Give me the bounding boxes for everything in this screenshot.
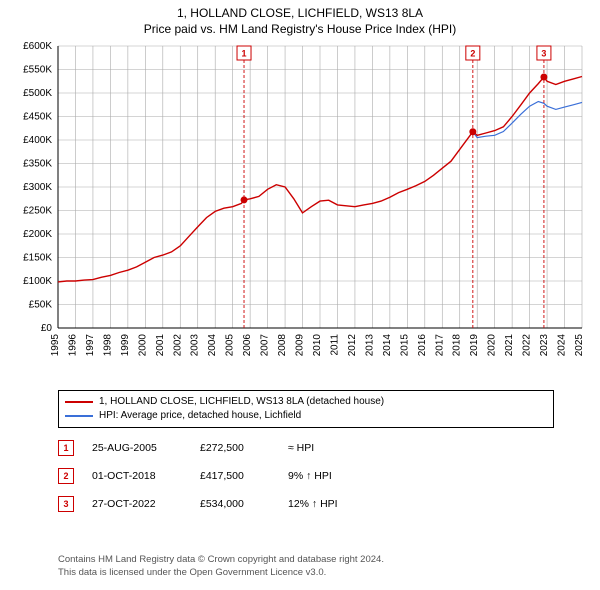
svg-text:1998: 1998	[102, 334, 113, 357]
svg-text:£600K: £600K	[23, 41, 52, 52]
svg-text:2021: 2021	[504, 334, 515, 357]
legend: 1, HOLLAND CLOSE, LICHFIELD, WS13 8LA (d…	[58, 390, 554, 428]
svg-text:2008: 2008	[277, 334, 288, 357]
svg-text:£100K: £100K	[23, 276, 52, 287]
svg-text:1995: 1995	[50, 334, 61, 357]
svg-text:1997: 1997	[85, 334, 96, 357]
svg-text:2010: 2010	[312, 334, 323, 357]
svg-text:2004: 2004	[207, 334, 218, 357]
legend-item: 1, HOLLAND CLOSE, LICHFIELD, WS13 8LA (d…	[65, 395, 547, 409]
price-chart: £0 £50K £100K £150K £200K £250K £300K £350K £400…	[10, 40, 590, 380]
svg-text:2007: 2007	[260, 334, 271, 357]
svg-text:2002: 2002	[172, 334, 183, 357]
svg-text:2019: 2019	[469, 334, 480, 357]
svg-text:£550K: £550K	[23, 65, 52, 76]
svg-text:2011: 2011	[329, 334, 340, 356]
page-subtitle: Price paid vs. HM Land Registry's House …	[0, 22, 600, 42]
footer-line-2: This data is licensed under the Open Gov…	[58, 567, 558, 580]
event-row: 3 27-OCT-2022 £534,000 12% ↑ HPI	[58, 490, 540, 518]
svg-text:£250K: £250K	[23, 206, 52, 217]
svg-text:£350K: £350K	[23, 159, 52, 170]
svg-text:£400K: £400K	[23, 135, 52, 146]
svg-text:£0: £0	[41, 323, 53, 334]
svg-text:1996: 1996	[67, 334, 78, 357]
svg-text:2025: 2025	[574, 334, 585, 357]
legend-swatch	[65, 401, 93, 403]
svg-text:2009: 2009	[295, 334, 306, 357]
svg-text:2005: 2005	[225, 334, 236, 357]
page-title: 1, HOLLAND CLOSE, LICHFIELD, WS13 8LA	[0, 0, 600, 22]
event-row: 2 01-OCT-2018 £417,500 9% ↑ HPI	[58, 462, 540, 490]
event-delta: 9% ↑ HPI	[288, 470, 378, 482]
svg-text:£150K: £150K	[23, 253, 52, 264]
svg-text:2006: 2006	[242, 334, 253, 357]
event-date: 01-OCT-2018	[92, 470, 182, 482]
event-price: £534,000	[200, 498, 270, 510]
svg-text:£300K: £300K	[23, 182, 52, 193]
svg-text:1: 1	[242, 49, 247, 59]
svg-text:2023: 2023	[539, 334, 550, 357]
svg-text:2000: 2000	[137, 334, 148, 357]
event-price: £417,500	[200, 470, 270, 482]
legend-label: HPI: Average price, detached house, Lich…	[99, 409, 301, 423]
svg-text:£450K: £450K	[23, 112, 52, 123]
legend-label: 1, HOLLAND CLOSE, LICHFIELD, WS13 8LA (d…	[99, 395, 384, 409]
svg-text:2015: 2015	[399, 334, 410, 357]
svg-text:2018: 2018	[452, 334, 463, 357]
event-date: 27-OCT-2022	[92, 498, 182, 510]
footer-attribution: Contains HM Land Registry data © Crown c…	[58, 554, 558, 580]
legend-swatch	[65, 415, 93, 417]
event-badge: 3	[58, 496, 74, 512]
svg-text:2016: 2016	[417, 334, 428, 357]
svg-text:2024: 2024	[557, 334, 568, 357]
svg-text:2017: 2017	[434, 334, 445, 357]
svg-text:1999: 1999	[120, 334, 131, 357]
svg-text:2003: 2003	[190, 334, 201, 357]
event-delta: 12% ↑ HPI	[288, 498, 378, 510]
svg-text:2012: 2012	[347, 334, 358, 357]
svg-text:£500K: £500K	[23, 88, 52, 99]
svg-text:2020: 2020	[487, 334, 498, 357]
event-delta: ≈ HPI	[288, 442, 378, 454]
svg-text:£50K: £50K	[29, 300, 53, 311]
svg-text:£200K: £200K	[23, 229, 52, 240]
svg-text:2014: 2014	[382, 334, 393, 357]
event-badge: 2	[58, 468, 74, 484]
svg-text:2: 2	[470, 49, 475, 59]
svg-text:2022: 2022	[522, 334, 533, 357]
event-date: 25-AUG-2005	[92, 442, 182, 454]
svg-text:2001: 2001	[155, 334, 166, 357]
legend-item: HPI: Average price, detached house, Lich…	[65, 409, 547, 423]
svg-text:2013: 2013	[364, 334, 375, 357]
svg-text:3: 3	[541, 49, 546, 59]
event-price: £272,500	[200, 442, 270, 454]
event-badge: 1	[58, 440, 74, 456]
events-table: 1 25-AUG-2005 £272,500 ≈ HPI 2 01-OCT-2018 £41…	[58, 434, 540, 518]
footer-line-1: Contains HM Land Registry data © Crown c…	[58, 554, 558, 567]
event-row: 1 25-AUG-2005 £272,500 ≈ HPI	[58, 434, 540, 462]
